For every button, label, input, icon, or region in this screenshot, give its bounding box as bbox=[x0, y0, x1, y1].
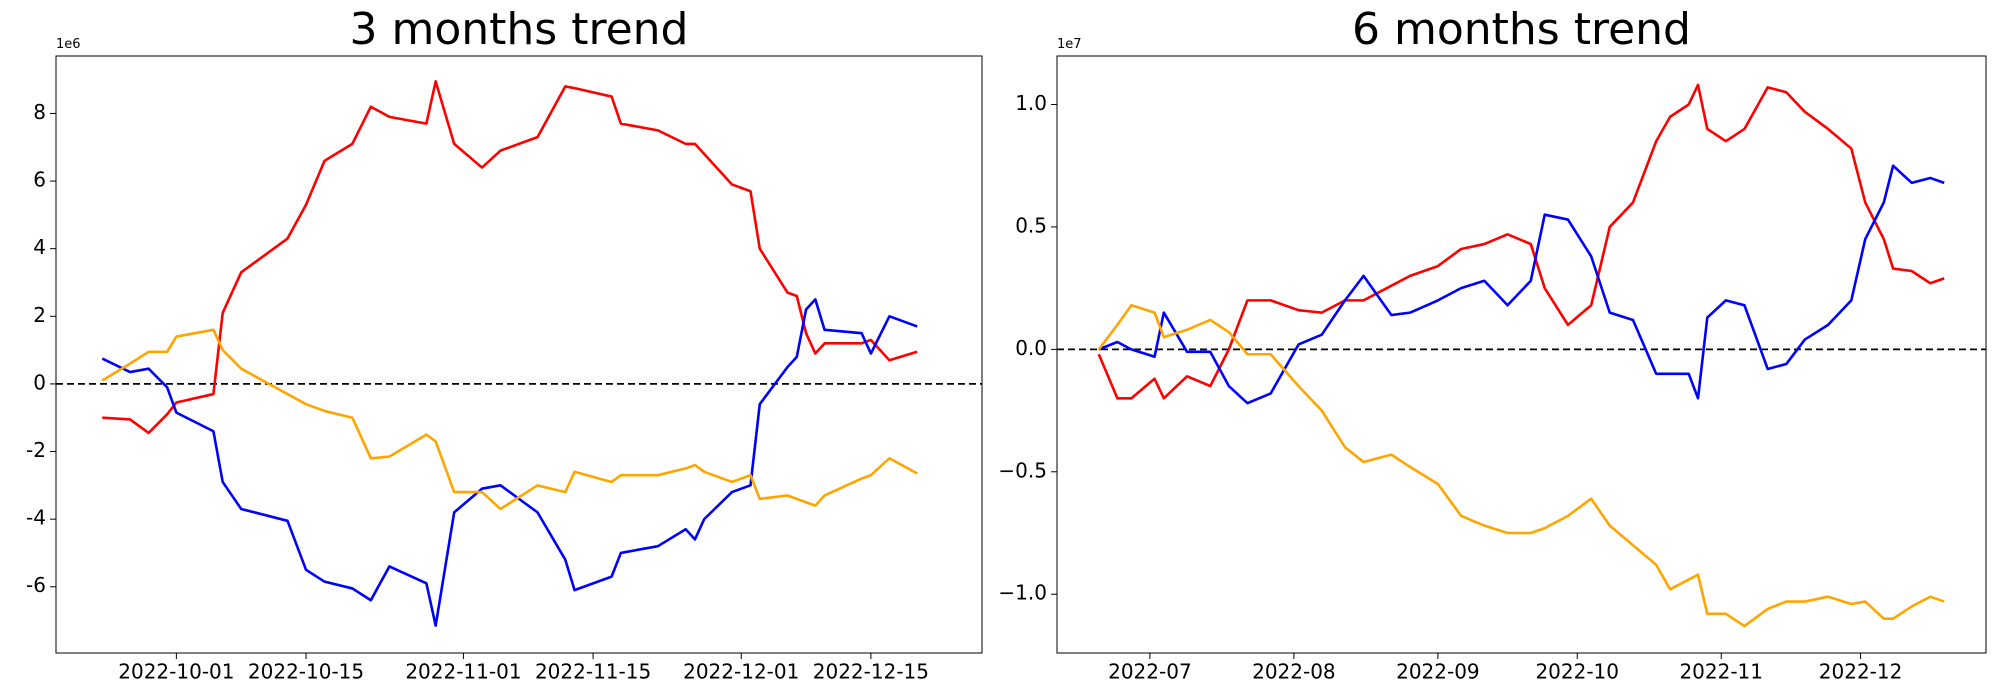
x-tick-label: 2022-07 bbox=[1108, 660, 1192, 684]
y-tick-label: −0.5 bbox=[998, 458, 1047, 482]
series-line bbox=[101, 298, 918, 627]
x-tick-label: 2022-12 bbox=[1819, 660, 1903, 684]
series-line bbox=[102, 80, 918, 435]
plot-frame bbox=[1056, 55, 1987, 654]
x-tick-label: 2022-11 bbox=[1679, 660, 1763, 684]
series-line bbox=[101, 328, 918, 511]
offset-label: 1e6 bbox=[56, 37, 81, 52]
y-tick-label: 4 bbox=[33, 235, 46, 259]
y-tick-label: 2 bbox=[33, 303, 46, 327]
y-tick-label: 0.0 bbox=[1015, 336, 1047, 360]
y-tick-label: 8 bbox=[33, 100, 46, 124]
y-tick-label: -2 bbox=[26, 438, 46, 462]
series-line bbox=[1098, 164, 1945, 405]
x-tick-label: 2022-11-01 bbox=[405, 660, 521, 684]
x-tick-label: 2022-10-01 bbox=[118, 660, 234, 684]
x-tick-label: 2022-08 bbox=[1252, 660, 1336, 684]
x-tick-label: 2022-09 bbox=[1396, 660, 1480, 684]
y-tick-label: 0.5 bbox=[1015, 213, 1047, 237]
y-tick-label: -6 bbox=[26, 573, 46, 597]
y-tick-label: -4 bbox=[26, 506, 46, 530]
y-tick-label: 6 bbox=[33, 168, 46, 192]
x-tick-label: 2022-12-15 bbox=[813, 660, 929, 684]
offset-label: 1e7 bbox=[1057, 37, 1082, 52]
chart-title: 3 months trend bbox=[350, 4, 689, 55]
y-tick-label: 0 bbox=[33, 370, 46, 394]
y-tick-label: 1.0 bbox=[1015, 91, 1047, 115]
series-line bbox=[1097, 83, 1945, 400]
x-tick-label: 2022-11-15 bbox=[535, 660, 651, 684]
x-tick-label: 2022-10 bbox=[1535, 660, 1619, 684]
plot-frame bbox=[55, 55, 983, 654]
y-tick-label: −1.0 bbox=[998, 581, 1047, 605]
series-line bbox=[1097, 303, 1945, 628]
chart-title: 6 months trend bbox=[1352, 4, 1691, 55]
x-tick-label: 2022-10-15 bbox=[248, 660, 364, 684]
x-tick-label: 2022-12-01 bbox=[683, 660, 799, 684]
